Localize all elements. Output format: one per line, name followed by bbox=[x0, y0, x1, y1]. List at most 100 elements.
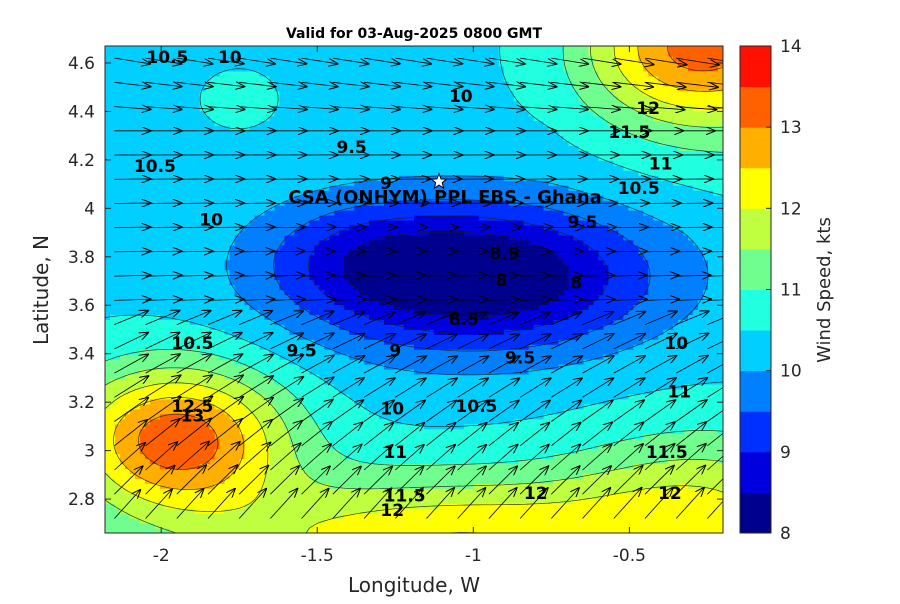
contour-cell bbox=[663, 364, 669, 370]
contour-cell bbox=[349, 398, 355, 405]
contour-cell bbox=[433, 528, 440, 533]
contour-cell bbox=[244, 488, 251, 494]
contour-cell bbox=[194, 383, 201, 390]
contour-cell bbox=[648, 423, 654, 430]
contour-cell bbox=[713, 349, 719, 355]
contour-cell bbox=[289, 428, 295, 435]
contour-cell bbox=[573, 493, 580, 499]
contour-cell bbox=[259, 398, 266, 405]
contour-cell bbox=[394, 364, 400, 370]
contour-cell bbox=[473, 408, 480, 415]
contour-cell bbox=[409, 488, 415, 494]
contour-cell bbox=[583, 513, 590, 519]
contour-cell bbox=[304, 458, 310, 465]
contour-cell bbox=[124, 503, 131, 509]
contour-cell bbox=[184, 518, 191, 524]
contour-cell bbox=[389, 344, 395, 350]
contour-cell bbox=[244, 473, 251, 479]
contour-cell bbox=[394, 523, 400, 529]
contour-cell bbox=[105, 398, 111, 405]
contour-cell bbox=[708, 369, 714, 375]
contour-cell bbox=[563, 369, 570, 375]
contour-cell bbox=[164, 503, 171, 509]
contour-cell bbox=[533, 354, 540, 360]
contour-cell bbox=[329, 513, 335, 519]
contour-cell bbox=[478, 418, 485, 425]
contour-cell bbox=[414, 503, 420, 509]
contour-cell bbox=[139, 493, 146, 499]
contour-cell bbox=[548, 393, 555, 400]
contour-cell bbox=[568, 344, 575, 350]
contour-cell bbox=[453, 478, 460, 484]
contour-cell bbox=[653, 373, 659, 380]
contour-cell bbox=[423, 508, 430, 514]
contour-cell bbox=[284, 364, 290, 370]
contour-cell bbox=[149, 418, 156, 425]
contour-cell bbox=[409, 518, 415, 524]
contour-cell bbox=[364, 383, 370, 390]
contour-cell bbox=[105, 528, 111, 533]
contour-cell bbox=[438, 413, 445, 420]
contour-cell bbox=[109, 339, 116, 345]
contour-cell bbox=[428, 498, 435, 504]
contour-cell bbox=[603, 458, 609, 465]
contour-cell bbox=[294, 339, 300, 345]
contour-cell bbox=[478, 349, 485, 355]
contour-cell bbox=[374, 344, 380, 350]
contour-cell bbox=[598, 488, 604, 494]
contour-cell bbox=[399, 523, 405, 529]
contour-cell bbox=[438, 473, 445, 479]
contour-cell bbox=[428, 339, 435, 345]
contour-cell bbox=[189, 438, 196, 445]
contour-cell bbox=[389, 423, 395, 430]
contour-cell bbox=[114, 493, 121, 499]
contour-cell bbox=[478, 458, 485, 465]
contour-cell bbox=[299, 528, 305, 533]
contour-cell bbox=[289, 398, 295, 405]
contour-cell bbox=[683, 349, 689, 355]
contour-cell bbox=[473, 483, 480, 489]
contour-cell bbox=[219, 378, 226, 385]
contour-cell bbox=[339, 364, 345, 370]
contour-cell bbox=[458, 453, 465, 460]
contour-cell bbox=[164, 349, 171, 355]
contour-cell bbox=[119, 423, 126, 430]
contour-cell bbox=[568, 378, 575, 385]
contour-cell bbox=[334, 398, 340, 405]
contour-cell bbox=[593, 418, 599, 425]
contour-cell bbox=[369, 383, 375, 390]
contour-cell bbox=[653, 513, 659, 519]
contour-cell bbox=[718, 508, 723, 514]
contour-cell bbox=[428, 428, 435, 435]
contour-cell bbox=[588, 413, 595, 420]
contour-cell bbox=[179, 329, 186, 335]
contour-cell bbox=[488, 408, 495, 415]
contour-cell bbox=[593, 443, 599, 450]
contour-cell bbox=[304, 373, 310, 380]
contour-cell bbox=[139, 483, 146, 489]
contour-cell bbox=[254, 498, 261, 504]
contour-cell bbox=[389, 438, 395, 445]
contour-cell bbox=[428, 373, 435, 380]
contour-cell bbox=[129, 458, 136, 465]
contour-cell bbox=[354, 393, 360, 400]
contour-cell bbox=[548, 443, 555, 450]
contour-cell bbox=[658, 523, 664, 529]
contour-cell bbox=[264, 523, 271, 529]
contour-cell bbox=[673, 438, 679, 445]
contour-cell bbox=[304, 508, 310, 514]
contour-cell bbox=[613, 508, 619, 514]
contour-cell bbox=[379, 443, 385, 450]
contour-cell bbox=[284, 468, 290, 474]
contour-cell bbox=[134, 413, 141, 420]
contour-cell bbox=[139, 478, 146, 484]
contour-cell bbox=[109, 448, 116, 455]
contour-cell bbox=[538, 354, 545, 360]
contour-cell bbox=[518, 344, 525, 350]
contour-cell bbox=[528, 349, 535, 355]
contour-cell bbox=[184, 378, 191, 385]
contour-cell bbox=[578, 383, 585, 390]
contour-cell bbox=[139, 359, 146, 365]
contour-cell bbox=[339, 473, 345, 479]
contour-cell bbox=[693, 518, 699, 524]
